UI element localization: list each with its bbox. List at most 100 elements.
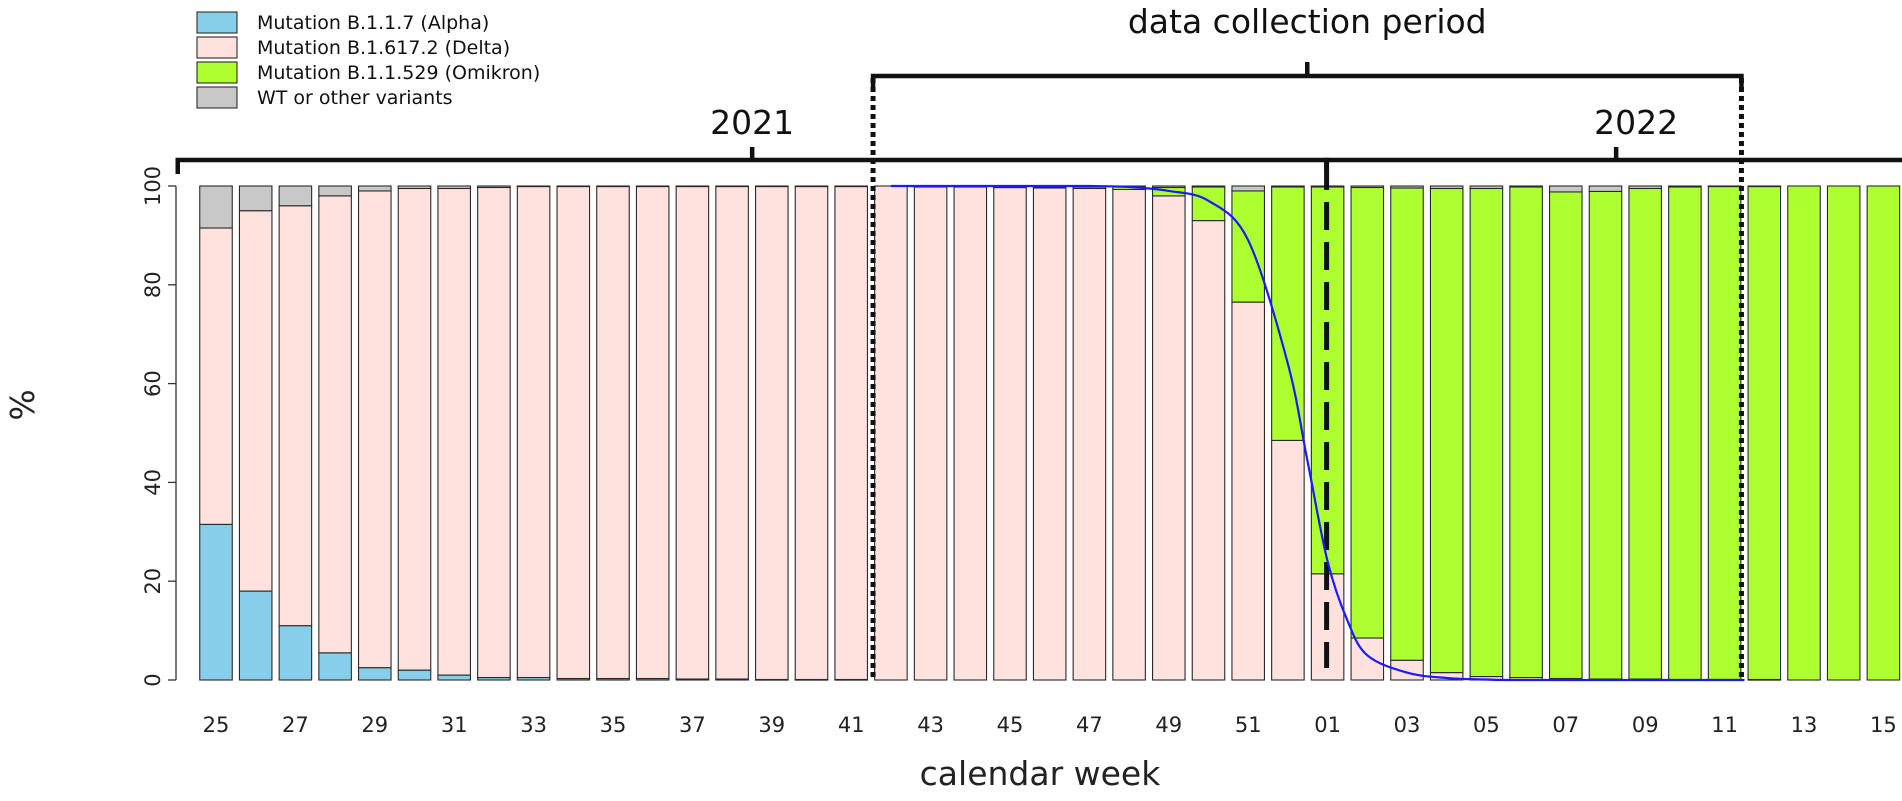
- bar-segment-s3-04: [1429, 185, 1464, 190]
- bar-segment-s2-14: [1826, 185, 1861, 681]
- bar-segment-s1-31: [437, 187, 472, 676]
- bar-segment-s3-27: [278, 185, 313, 207]
- bar-segment-s2-09: [1628, 187, 1662, 680]
- x-tick-label-25: 25: [203, 713, 230, 737]
- bar-segment-s1-27: [278, 205, 313, 627]
- bar-segment-s3-33: [516, 185, 551, 188]
- bracket-2022: [1324, 147, 1902, 174]
- bar-segment-s1-50: [1191, 220, 1226, 681]
- y-tick-label-20: 20: [141, 568, 165, 595]
- bar-segment-s3-52: [1271, 185, 1305, 188]
- sigmoid-curve: [890, 184, 1745, 682]
- bar-segment-s2-05: [1469, 187, 1504, 678]
- x-tick-label-05: 05: [1473, 713, 1500, 737]
- bar-segment-s1-46: [1032, 187, 1067, 681]
- legend-label-3: WT or other variants: [257, 87, 453, 109]
- x-tick-label-31: 31: [441, 713, 468, 737]
- period-label: data collection period: [1128, 2, 1487, 41]
- bar-segment-s3-36: [635, 185, 670, 188]
- legend-label-2: Mutation B.1.1.529 (Omikron): [257, 62, 540, 84]
- bar-segment-s0-25: [199, 523, 233, 681]
- bar-segment-s1-35: [596, 185, 630, 680]
- y-tick-label-0: 0: [141, 673, 165, 686]
- bar-segment-s3-28: [318, 185, 352, 197]
- bar-segment-s3-41: [834, 185, 869, 188]
- bar-segment-s2-52: [1271, 186, 1305, 441]
- bar-segment-s1-37: [675, 185, 710, 680]
- legend-label-0: Mutation B.1.1.7 (Alpha): [257, 12, 489, 34]
- x-tick-label-41: 41: [838, 713, 865, 737]
- bar-segment-s3-34: [556, 185, 591, 188]
- x-tick-label-07: 07: [1552, 713, 1579, 737]
- bar-segment-s2-03: [1390, 187, 1424, 661]
- bar-segment-s0-29: [357, 667, 392, 681]
- y-tick-label-80: 80: [141, 271, 165, 298]
- bar-segment-s3-51: [1231, 185, 1265, 192]
- bar-segment-s3-40: [794, 185, 829, 188]
- bar-segment-s3-26: [238, 185, 273, 212]
- x-tick-label-11: 11: [1711, 713, 1738, 737]
- bar-segment-s3-30: [397, 185, 432, 190]
- year-label-2021: 2021: [710, 103, 794, 142]
- bar-segment-s0-26: [238, 590, 273, 681]
- x-tick-label-01: 01: [1314, 713, 1341, 737]
- bar-segment-s3-08: [1588, 185, 1623, 192]
- bar-segment-s2-11: [1707, 185, 1742, 681]
- x-tick-label-47: 47: [1076, 713, 1103, 737]
- bracket-2021: [175, 147, 1329, 174]
- bar-segment-s3-49: [1152, 185, 1186, 189]
- x-tick-label-29: 29: [361, 713, 388, 737]
- bar-segment-s1-25: [199, 227, 233, 525]
- x-tick-label-27: 27: [282, 713, 309, 737]
- bar-segment-s0-30: [397, 669, 432, 681]
- bar-segment-s1-30: [397, 187, 432, 671]
- x-tick-label-39: 39: [758, 713, 785, 737]
- bar-segment-s1-34: [556, 185, 591, 680]
- bar-segment-s3-32: [477, 185, 511, 189]
- bar-segment-s2-10: [1668, 186, 1702, 681]
- bar-segment-s1-02: [1350, 637, 1385, 681]
- bar-segment-s1-36: [635, 185, 670, 680]
- bar-segment-s1-41: [834, 185, 869, 681]
- x-tick-label-03: 03: [1394, 713, 1421, 737]
- bar-segment-s3-09: [1628, 185, 1662, 190]
- bar-segment-s2-04: [1429, 187, 1464, 674]
- y-axis-title: %: [3, 389, 42, 420]
- bar-segment-s3-29: [357, 185, 392, 192]
- bar-segment-s1-26: [238, 210, 273, 592]
- x-tick-label-09: 09: [1632, 713, 1659, 737]
- bar-segment-s3-12: [1747, 185, 1782, 188]
- y-tick-label-60: 60: [141, 370, 165, 397]
- bar-segment-s1-29: [357, 190, 392, 669]
- bar-segment-s1-48: [1112, 188, 1146, 681]
- bar-segment-s1-47: [1072, 187, 1107, 681]
- legend: Mutation B.1.1.7 (Alpha) Mutation B.1.617…: [196, 11, 540, 109]
- x-tick-label-33: 33: [520, 713, 547, 737]
- bar-segment-s3-03: [1390, 185, 1424, 189]
- bar-segment-s3-31: [437, 185, 472, 190]
- x-tick-label-51: 51: [1235, 713, 1262, 737]
- bar-segment-s1-43: [913, 186, 948, 681]
- bar-segment-s3-06: [1509, 185, 1543, 188]
- bar-segment-s3-25: [199, 185, 233, 229]
- x-tick-label-13: 13: [1791, 713, 1818, 737]
- x-tick-label-15: 15: [1870, 713, 1897, 737]
- bar-segment-s2-06: [1509, 186, 1543, 679]
- bar-segment-s2-51: [1231, 190, 1265, 303]
- bar-segment-s3-37: [675, 185, 710, 188]
- year-label-2022: 2022: [1594, 103, 1678, 142]
- legend-swatch-1: [196, 36, 238, 59]
- bar-segment-s1-33: [516, 185, 551, 679]
- period-markers: [870, 78, 1744, 680]
- y-tick-label-40: 40: [141, 469, 165, 496]
- bar-segment-s1-49: [1152, 195, 1186, 681]
- x-tick-label-37: 37: [679, 713, 706, 737]
- bar-segment-s3-02: [1350, 185, 1385, 189]
- legend-swatch-0: [196, 11, 238, 34]
- bar-segment-s1-28: [318, 195, 352, 654]
- bar-segment-s2-07: [1549, 191, 1583, 680]
- y-tick-label-100: 100: [141, 166, 165, 206]
- bar-segment-s1-39: [754, 185, 789, 681]
- bar-segment-s1-38: [715, 185, 749, 680]
